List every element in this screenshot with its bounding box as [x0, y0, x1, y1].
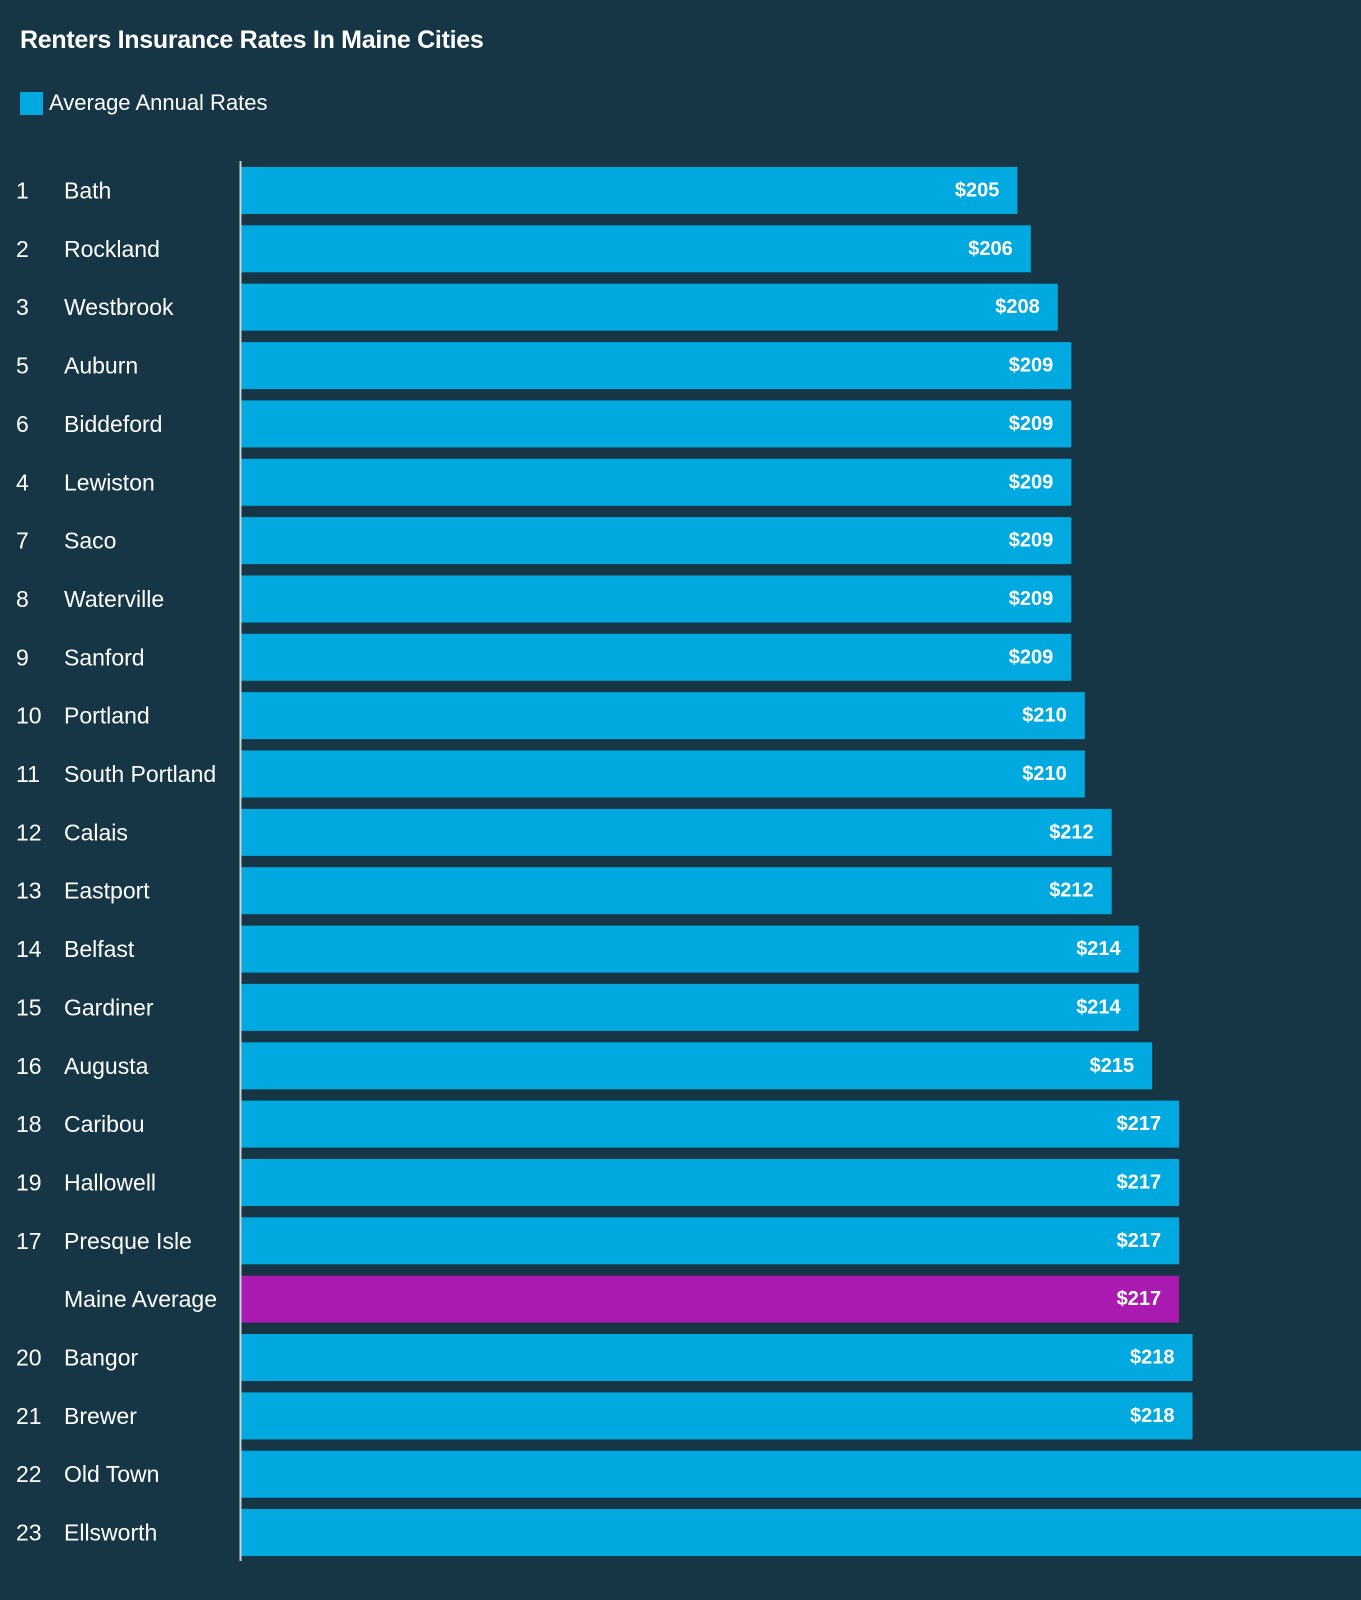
data-label: $212 [1049, 821, 1094, 843]
category-label: Bath [64, 178, 111, 204]
bar [241, 225, 1031, 273]
bar [241, 575, 1072, 623]
rank-label: 4 [16, 469, 29, 495]
category-label: Caribou [64, 1111, 145, 1137]
rank-label: 10 [16, 703, 42, 729]
bar [241, 692, 1085, 740]
data-label: $217 [1117, 1230, 1162, 1252]
bar [241, 458, 1072, 506]
category-label: Biddeford [64, 411, 162, 437]
category-label: Augusta [64, 1053, 149, 1079]
rank-label: 6 [16, 411, 29, 437]
bar [241, 1217, 1180, 1265]
category-label: Portland [64, 703, 150, 729]
category-label: Maine Average [64, 1286, 217, 1312]
bar [241, 633, 1072, 681]
data-label: $209 [1009, 588, 1054, 610]
legend: Average Annual Rates [20, 90, 268, 116]
category-label: Rockland [64, 236, 160, 262]
data-label: $214 [1076, 996, 1121, 1018]
category-label: Waterville [64, 586, 164, 612]
data-label: $218 [1130, 1405, 1175, 1427]
category-label: Bangor [64, 1345, 139, 1371]
rank-label: 16 [16, 1053, 42, 1079]
data-label: $217 [1117, 1172, 1162, 1194]
category-label: Presque Isle [64, 1228, 192, 1254]
data-label: $209 [1009, 355, 1054, 377]
category-label: Eastport [64, 878, 150, 904]
rank-label: 13 [16, 878, 42, 904]
category-label: Ellsworth [64, 1520, 157, 1546]
data-label: $209 [1009, 413, 1054, 435]
category-label: Auburn [64, 353, 138, 379]
bar [241, 750, 1085, 798]
bar [241, 283, 1058, 331]
bar [241, 167, 1018, 214]
bar [241, 342, 1072, 390]
bar [241, 867, 1112, 915]
bar [241, 925, 1139, 973]
rank-label: 3 [16, 294, 29, 320]
bar [241, 1450, 1361, 1498]
bar [241, 1159, 1180, 1206]
data-label: $209 [1009, 646, 1054, 668]
data-label: $212 [1049, 880, 1094, 902]
category-label: Sanford [64, 644, 145, 670]
rank-label: 18 [16, 1111, 42, 1137]
rank-label: 5 [16, 353, 29, 379]
category-label: Saco [64, 528, 116, 554]
rank-label: 7 [16, 528, 29, 554]
data-label: $206 [968, 238, 1013, 260]
rank-label: 9 [16, 644, 29, 670]
data-label: $209 [1009, 471, 1054, 493]
data-label: $205 [955, 180, 1000, 202]
rank-label: 21 [16, 1403, 42, 1429]
rank-label: 2 [16, 236, 29, 262]
rank-label: 12 [16, 819, 42, 845]
category-label: Calais [64, 819, 128, 845]
data-label: $210 [1022, 705, 1067, 727]
bar [241, 1042, 1153, 1090]
rank-label: 15 [16, 994, 42, 1020]
rank-label: 19 [16, 1170, 42, 1196]
data-label: $210 [1022, 763, 1067, 785]
bar [241, 808, 1112, 856]
rank-label: 23 [16, 1520, 42, 1546]
legend-swatch [20, 91, 43, 115]
bar [241, 983, 1139, 1031]
bar [241, 1392, 1193, 1440]
data-label: $209 [1009, 530, 1054, 552]
category-label: Gardiner [64, 994, 154, 1020]
data-label: $214 [1076, 938, 1121, 960]
bar [241, 400, 1072, 448]
bar-average [241, 1275, 1180, 1323]
rank-label: 20 [16, 1345, 42, 1371]
category-label: Lewiston [64, 469, 155, 495]
rank-label: 8 [16, 586, 29, 612]
data-label: $217 [1117, 1288, 1162, 1310]
category-label: Hallowell [64, 1170, 156, 1196]
data-label: $218 [1130, 1347, 1175, 1369]
chart-title: Renters Insurance Rates In Maine Cities [20, 26, 484, 54]
bar [241, 1100, 1180, 1148]
bar [241, 1509, 1361, 1556]
category-label: Old Town [64, 1461, 159, 1487]
category-label: South Portland [64, 761, 216, 787]
bar [241, 517, 1072, 565]
bar [241, 1334, 1193, 1381]
rank-label: 22 [16, 1461, 42, 1487]
rank-label: 17 [16, 1228, 42, 1254]
category-label: Westbrook [64, 294, 174, 320]
rank-label: 14 [16, 936, 42, 962]
data-label: $208 [995, 296, 1040, 318]
rank-label: 1 [16, 178, 29, 204]
data-label: $217 [1117, 1113, 1162, 1135]
rank-label: 11 [16, 761, 40, 787]
data-label: $215 [1090, 1055, 1135, 1077]
legend-label: Average Annual Rates [49, 90, 268, 115]
category-label: Brewer [64, 1403, 137, 1429]
category-label: Belfast [64, 936, 135, 962]
